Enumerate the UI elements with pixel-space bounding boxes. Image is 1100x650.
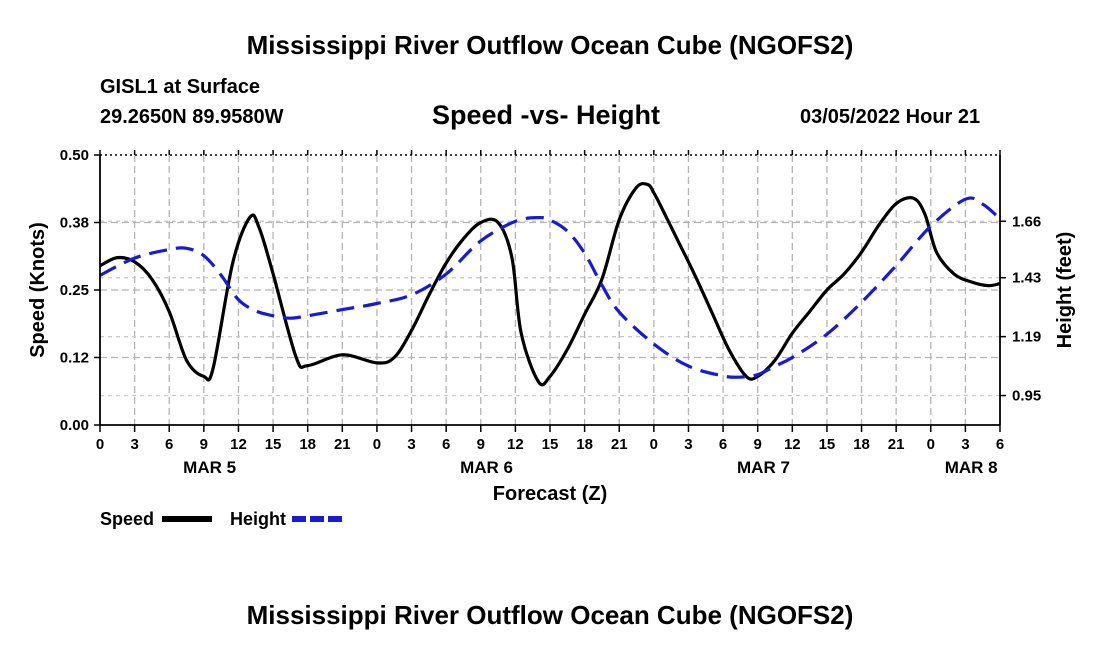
chart-title: Mississippi River Outflow Ocean Cube (NG… bbox=[246, 30, 854, 60]
chart-subtitle: Speed -vs- Height bbox=[432, 100, 661, 130]
y-tick-label: 0.25 bbox=[60, 282, 89, 299]
x-tick-label: 3 bbox=[130, 436, 138, 453]
legend-label-speed: Speed bbox=[100, 509, 154, 529]
y-tick-label: 0.12 bbox=[60, 350, 89, 367]
x-tick-label: 15 bbox=[819, 436, 836, 453]
station-name: GISL1 at Surface bbox=[100, 76, 261, 98]
x-tick-label: 9 bbox=[477, 436, 485, 453]
x-tick-label: 0 bbox=[650, 436, 658, 453]
speed-series-line bbox=[99, 181, 1001, 387]
day-label: MAR 7 bbox=[737, 458, 790, 477]
x-tick-label: 3 bbox=[961, 436, 969, 453]
y-tick-label: 0.00 bbox=[60, 417, 89, 434]
x-tick-label: 12 bbox=[230, 436, 247, 453]
x-axis-title: Forecast (Z) bbox=[493, 483, 607, 505]
x-tick-label: 6 bbox=[165, 436, 173, 453]
x-tick-label: 18 bbox=[853, 436, 870, 453]
forecast-datetime: 03/05/2022 Hour 21 bbox=[800, 106, 981, 128]
x-tick-label: 21 bbox=[334, 436, 351, 453]
y-tick-label: 0.38 bbox=[60, 215, 89, 232]
grid-lines bbox=[100, 155, 1000, 425]
x-tick-label: 9 bbox=[754, 436, 762, 453]
x-tick-label: 12 bbox=[507, 436, 524, 453]
y2-tick-label: 1.66 bbox=[1012, 213, 1041, 230]
x-tick-label: 18 bbox=[299, 436, 316, 453]
x-tick-label: 21 bbox=[611, 436, 628, 453]
x-tick-label: 18 bbox=[576, 436, 593, 453]
legend-label-height: Height bbox=[230, 509, 286, 529]
x-tick-label: 15 bbox=[542, 436, 559, 453]
x-tick-label: 3 bbox=[684, 436, 692, 453]
y-tick-label: 0.50 bbox=[60, 147, 89, 164]
y2-tick-label: 1.43 bbox=[1012, 270, 1041, 287]
y2-tick-label: 0.95 bbox=[1012, 388, 1041, 405]
x-tick-label: 12 bbox=[784, 436, 801, 453]
x-tick-label: 3 bbox=[407, 436, 415, 453]
x-tick-label: 0 bbox=[373, 436, 381, 453]
x-tick-label: 6 bbox=[442, 436, 450, 453]
day-label: MAR 6 bbox=[460, 458, 513, 477]
y2-tick-label: 1.19 bbox=[1012, 329, 1041, 346]
day-label: MAR 5 bbox=[183, 458, 236, 477]
y2-axis-title: Height (feet) bbox=[1054, 232, 1076, 349]
plot-frame bbox=[94, 150, 1006, 432]
series-lines bbox=[99, 181, 1002, 387]
chart-plot: 0 3 6 9 12 15 18 21 0 3 6 9 12 15 18 21 0 3 6 9 12 15 18 21 0 3 6 0… bbox=[27, 147, 1076, 529]
height-series-line bbox=[99, 196, 1002, 379]
tick-labels: 0 3 6 9 12 15 18 21 0 3 6 9 12 15 18 21 0 3 6 9 12 15 18 21 0 3 6 0… bbox=[27, 147, 1076, 505]
day-label: MAR 8 bbox=[945, 458, 998, 477]
x-tick-label: 6 bbox=[996, 436, 1004, 453]
station-coords: 29.2650N 89.9580W bbox=[100, 106, 284, 128]
x-tick-label: 21 bbox=[888, 436, 905, 453]
legend: Speed Height bbox=[100, 509, 342, 529]
x-tick-label: 15 bbox=[265, 436, 282, 453]
x-tick-label: 9 bbox=[200, 436, 208, 453]
footer-title: Mississippi River Outflow Ocean Cube (NG… bbox=[246, 600, 854, 630]
x-tick-label: 6 bbox=[719, 436, 727, 453]
x-tick-label: 0 bbox=[96, 436, 104, 453]
x-tick-label: 0 bbox=[927, 436, 935, 453]
y-axis-title: Speed (Knots) bbox=[27, 222, 49, 358]
